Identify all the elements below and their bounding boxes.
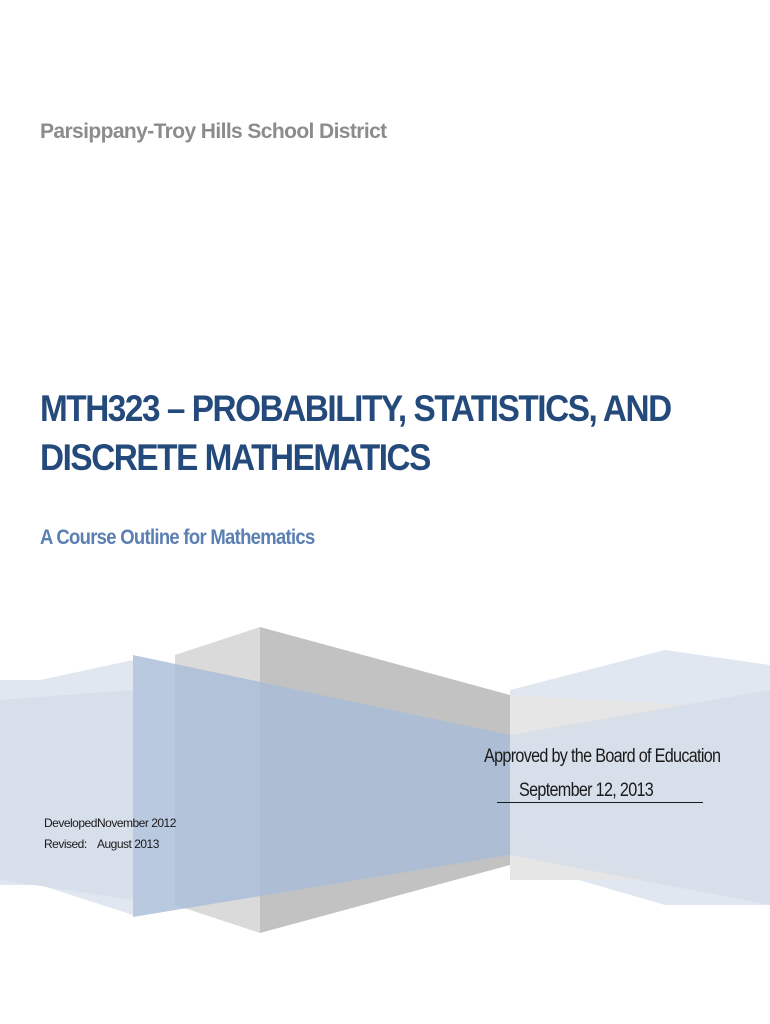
developed-row: Developed:November 2012	[44, 816, 176, 830]
revised-value: August 2013	[97, 837, 159, 851]
approval-date: September 12, 2013	[519, 780, 654, 801]
developed-value: November 2012	[97, 816, 176, 830]
developed-label: Developed:	[44, 816, 100, 830]
page-title: MTH323 – PROBABILITY, STATISTICS, AND DI…	[40, 384, 688, 482]
page-subtitle: A Course Outline for Mathematics	[40, 526, 315, 549]
title-line-1: MTH323 – PROBABILITY, STATISTICS, AND	[40, 388, 672, 429]
revised-label: Revised:	[44, 837, 87, 851]
revised-row: Revised: August 2013	[44, 837, 159, 851]
approval-text: Approved by the Board of Education	[484, 746, 721, 767]
right-pale-panel	[510, 690, 770, 905]
blue-band	[133, 655, 510, 917]
title-line-2: DISCRETE MATHEMATICS	[40, 437, 431, 478]
left-pale-wedge	[0, 690, 133, 900]
district-name: Parsippany-Troy Hills School District	[40, 120, 387, 143]
approval-date-line: September 12, 2013	[497, 780, 703, 803]
